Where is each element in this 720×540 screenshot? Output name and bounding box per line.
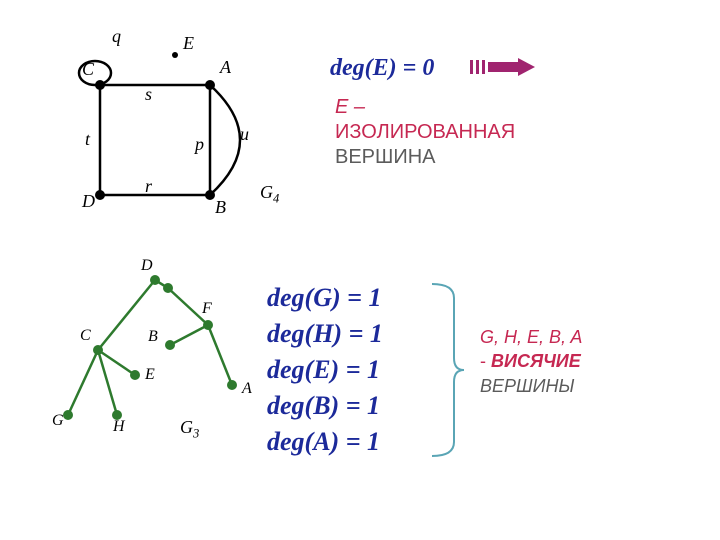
pendant-dash: - [480, 351, 491, 371]
svg-text:D: D [140, 257, 153, 274]
pendant-line1: G, H, E, B, A [480, 327, 582, 347]
svg-text:B: B [215, 197, 226, 217]
degree-equation: deg(B) = 1 [267, 388, 383, 424]
pendant-vertices-text: G, H, E, B, A - ВИСЯЧИЕ ВЕРШИНЫ [480, 325, 582, 398]
degree-equation: deg(G) = 1 [267, 280, 383, 316]
svg-text:H: H [112, 418, 126, 435]
degree-equation: deg(E) = 1 [267, 352, 383, 388]
pendant-word: ВИСЯЧИЕ [491, 351, 581, 371]
degree-equation: deg(A) = 1 [267, 424, 383, 460]
brace-icon [430, 280, 470, 470]
svg-text:C: C [82, 59, 95, 79]
svg-text:G: G [52, 412, 64, 429]
svg-text:q: q [112, 26, 121, 46]
svg-text:A: A [219, 57, 232, 77]
arrow-icon [470, 58, 550, 86]
svg-text:F: F [201, 300, 212, 317]
svg-text:A: A [241, 380, 252, 397]
svg-text:u: u [240, 124, 249, 144]
degree-equations: deg(G) = 1deg(H) = 1deg(E) = 1deg(B) = 1… [267, 280, 383, 460]
deg-e-equals-zero: deg(E) = 0 [330, 55, 434, 82]
isolated-vertex-text: E – ИЗОЛИРОВАННАЯ ВЕРШИНА [335, 95, 515, 170]
graph-g3-label: G3 [180, 417, 199, 442]
graph-g4-label: G4 [260, 182, 279, 207]
iso-line3: ВЕРШИНА [335, 146, 436, 168]
svg-text:t: t [85, 129, 91, 149]
svg-text:r: r [145, 176, 153, 196]
svg-text:C: C [80, 327, 91, 344]
pendant-line3: ВЕРШИНЫ [480, 376, 574, 396]
svg-text:E: E [182, 33, 194, 53]
svg-text:s: s [145, 84, 152, 104]
svg-text:p: p [193, 134, 204, 154]
degree-equation: deg(H) = 1 [267, 316, 383, 352]
svg-text:B: B [148, 328, 158, 345]
iso-line2: ИЗОЛИРОВАННАЯ [335, 121, 515, 143]
iso-line1: E – [335, 96, 365, 118]
svg-text:D: D [81, 191, 95, 211]
svg-text:E: E [144, 366, 155, 383]
